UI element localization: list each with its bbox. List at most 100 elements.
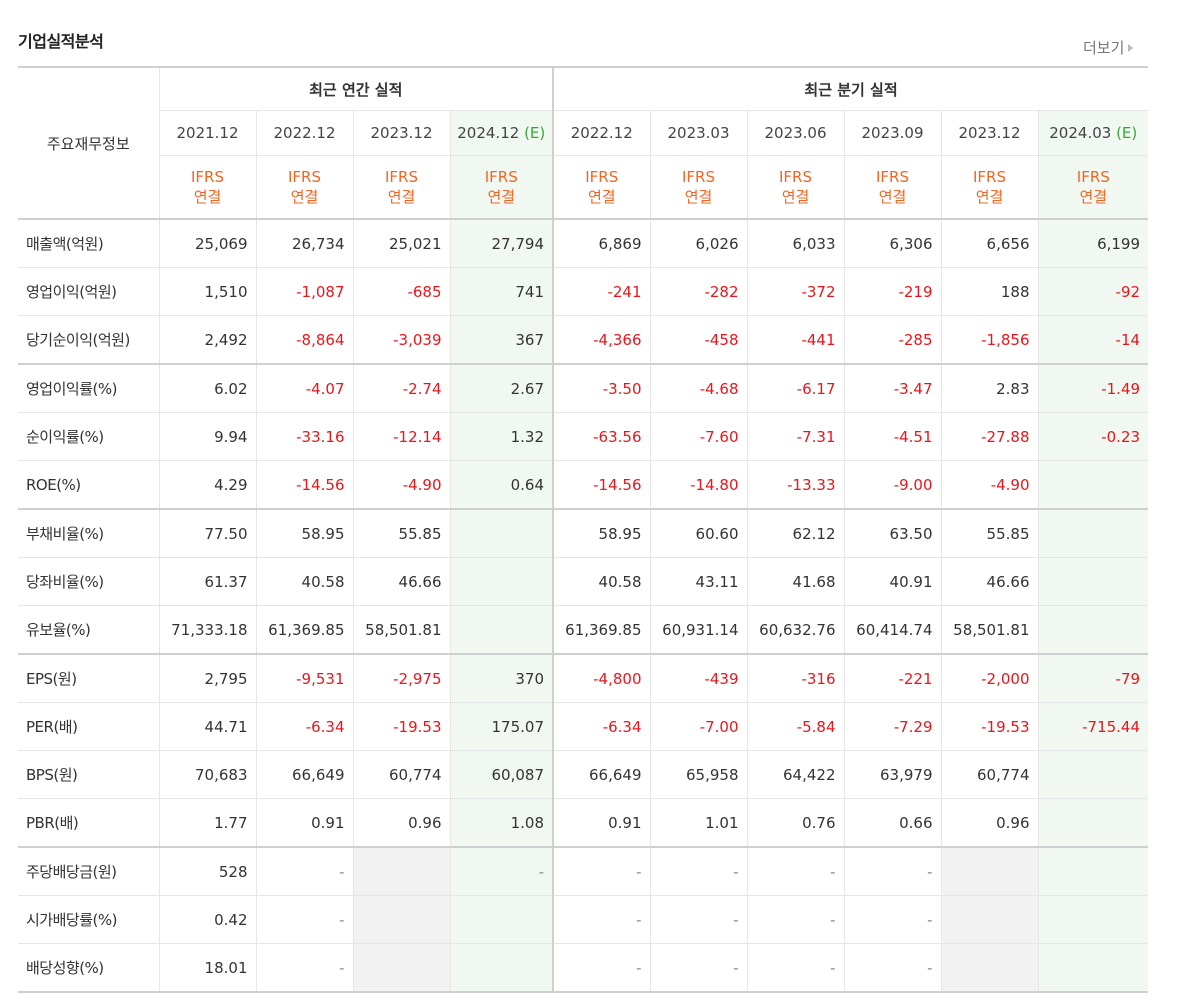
table-cell: -685 <box>352 267 451 316</box>
table-cell: -63.56 <box>552 412 651 461</box>
table-row: 매출액(억원) 25,069 26,734 25,021 27,794 6,869 6,02… <box>18 218 1149 268</box>
row-label: 시가배당률(%) <box>18 895 160 944</box>
ifrs-label: IFRS <box>876 168 909 186</box>
table-cell: -439 <box>649 653 748 703</box>
consolidated-label: 연결 <box>290 188 319 206</box>
row-label: 부채비율(%) <box>18 508 160 558</box>
row-label: BPS(원) <box>18 750 160 799</box>
period-header: 2023.03 <box>649 110 748 156</box>
table-row: EPS(원) 2,795 -9,531 -2,975 370 -4,800 -439 -316… <box>18 653 1149 703</box>
table-cell: -316 <box>746 653 845 703</box>
table-cell: - <box>552 943 651 993</box>
ifrs-label: IFRS <box>288 168 321 186</box>
ifrs-label: IFRS <box>585 168 619 186</box>
table-cell: 60,774 <box>940 750 1039 799</box>
table-cell: -9,531 <box>255 653 354 703</box>
row-label: 매출액(억원) <box>18 218 160 268</box>
more-link[interactable]: 더보기 <box>1083 37 1134 58</box>
table-header: 주요재무정보 최근 연간 실적 최근 분기 실적 2021.12 2022.12 2… <box>18 66 1149 220</box>
table-cell: -0.23 <box>1037 412 1149 461</box>
ifrs-badge: IFRS 연결 <box>449 155 554 220</box>
ifrs-badge: IFRS 연결 <box>746 155 845 220</box>
date-row: 2021.12 2022.12 2023.12 2024.12 (E) 2022.12 2… <box>18 110 1149 156</box>
table-cell <box>352 895 451 944</box>
period-label: 2023.12 <box>370 124 433 142</box>
table-cell: -79 <box>1037 653 1149 703</box>
table-row: 당좌비율(%) 61.37 40.58 46.66 40.58 43.11 41.68 40.… <box>18 557 1149 606</box>
table-cell: -1.49 <box>1037 363 1149 413</box>
table-cell <box>449 943 554 993</box>
table-cell: 2,492 <box>158 315 257 365</box>
ifrs-label: IFRS <box>385 168 418 186</box>
table-cell: 0.64 <box>449 460 554 510</box>
table-cell: - <box>649 943 748 993</box>
table-cell <box>1037 557 1149 606</box>
ifrs-label: IFRS <box>1076 168 1110 186</box>
table-cell: 370 <box>449 653 554 703</box>
consolidated-label: 연결 <box>193 188 222 206</box>
consolidated-label: 연결 <box>975 188 1004 206</box>
table-cell: 55.85 <box>940 508 1039 558</box>
table-cell: -92 <box>1037 267 1149 316</box>
period-header: 2024.03 (E) <box>1037 110 1149 156</box>
estimate-mark: (E) <box>1116 124 1138 142</box>
table-cell: 58.95 <box>552 508 651 558</box>
table-cell: -2,975 <box>352 653 451 703</box>
table-cell: 66,649 <box>255 750 354 799</box>
table-cell: - <box>649 895 748 944</box>
table-cell: 65,958 <box>649 750 748 799</box>
period-header: 2023.12 <box>352 110 451 156</box>
table-cell: 55.85 <box>352 508 451 558</box>
ifrs-badge: IFRS 연결 <box>1037 155 1149 220</box>
table-cell: 60,632.76 <box>746 605 845 655</box>
ifrs-badge: IFRS 연결 <box>158 155 257 220</box>
table-cell: -14.80 <box>649 460 748 510</box>
table-cell: 1.08 <box>449 798 554 848</box>
table-cell: -3.50 <box>552 363 651 413</box>
table-cell: -372 <box>746 267 845 316</box>
table-cell: - <box>255 943 354 993</box>
table-cell: -14.56 <box>552 460 651 510</box>
consolidated-label: 연결 <box>878 188 907 206</box>
table-cell: 64,422 <box>746 750 845 799</box>
table-cell: -2.74 <box>352 363 451 413</box>
table-cell: -19.53 <box>352 702 451 751</box>
table-cell: 175.07 <box>449 702 554 751</box>
row-label: 유보율(%) <box>18 605 160 655</box>
table-cell: -3,039 <box>352 315 451 365</box>
table-cell: - <box>255 846 354 896</box>
table-cell: -13.33 <box>746 460 845 510</box>
table-cell: 2.67 <box>449 363 554 413</box>
more-link-label: 더보기 <box>1083 39 1125 57</box>
table-row: 영업이익률(%) 6.02 -4.07 -2.74 2.67 -3.50 -4.68 -6.1… <box>18 363 1149 413</box>
table-cell: 6,026 <box>649 218 748 268</box>
table-cell: 6,869 <box>552 218 651 268</box>
table-cell <box>940 846 1039 896</box>
ifrs-badge: IFRS 연결 <box>649 155 748 220</box>
table-cell: 60,087 <box>449 750 554 799</box>
row-label: 순이익률(%) <box>18 412 160 461</box>
ifrs-label: IFRS <box>191 168 224 186</box>
consolidated-label: 연결 <box>781 188 810 206</box>
row-label: PER(배) <box>18 702 160 751</box>
ifrs-badge: IFRS 연결 <box>843 155 942 220</box>
table-cell: 0.42 <box>158 895 257 944</box>
table-cell: -282 <box>649 267 748 316</box>
table-cell: 367 <box>449 315 554 365</box>
table-cell <box>1037 798 1149 848</box>
period-label: 2021.12 <box>176 124 239 142</box>
period-label: 2024.03 <box>1049 124 1112 142</box>
table-cell: 58,501.81 <box>940 605 1039 655</box>
table-cell: 26,734 <box>255 218 354 268</box>
table-cell: -1,856 <box>940 315 1039 365</box>
row-label: EPS(원) <box>18 653 160 703</box>
table-cell: - <box>255 895 354 944</box>
ifrs-badge: IFRS 연결 <box>352 155 451 220</box>
table-cell <box>449 895 554 944</box>
table-cell: -4,366 <box>552 315 651 365</box>
table-cell: -6.34 <box>552 702 651 751</box>
table-cell: 18.01 <box>158 943 257 993</box>
table-cell: 60,414.74 <box>843 605 942 655</box>
row-label: ROE(%) <box>18 460 160 510</box>
table-body: 매출액(억원) 25,069 26,734 25,021 27,794 6,869 6,02… <box>18 218 1149 993</box>
